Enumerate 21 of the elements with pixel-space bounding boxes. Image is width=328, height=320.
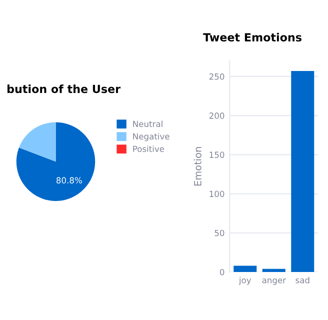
y-tick-label: 250 [209,73,224,80]
y-tick-label: 150 [210,152,224,158]
x-tick-label: joy [238,276,252,285]
y-tick-label: 100 [210,190,224,198]
bar [234,266,257,272]
y-tick-label: 0 [220,268,224,276]
y-tick-label: 200 [209,112,224,119]
legend-label: Negative [133,133,170,142]
data-label: 80.8% [56,177,82,184]
chart-title: Tweet Emotions [203,32,302,42]
legend-label: Neutral [133,120,162,128]
bar [262,268,286,272]
pie-slice [16,122,96,201]
x-tick-label: sad [296,276,310,284]
y-axis-title: Emotion [194,147,202,186]
x-tick-label: anger [262,278,286,285]
legend-label: Positive [133,146,164,152]
pie-slice [18,122,56,162]
bar [291,70,314,272]
chart-title: bution of the User [7,84,121,94]
y-tick-label: 50 [214,230,224,236]
